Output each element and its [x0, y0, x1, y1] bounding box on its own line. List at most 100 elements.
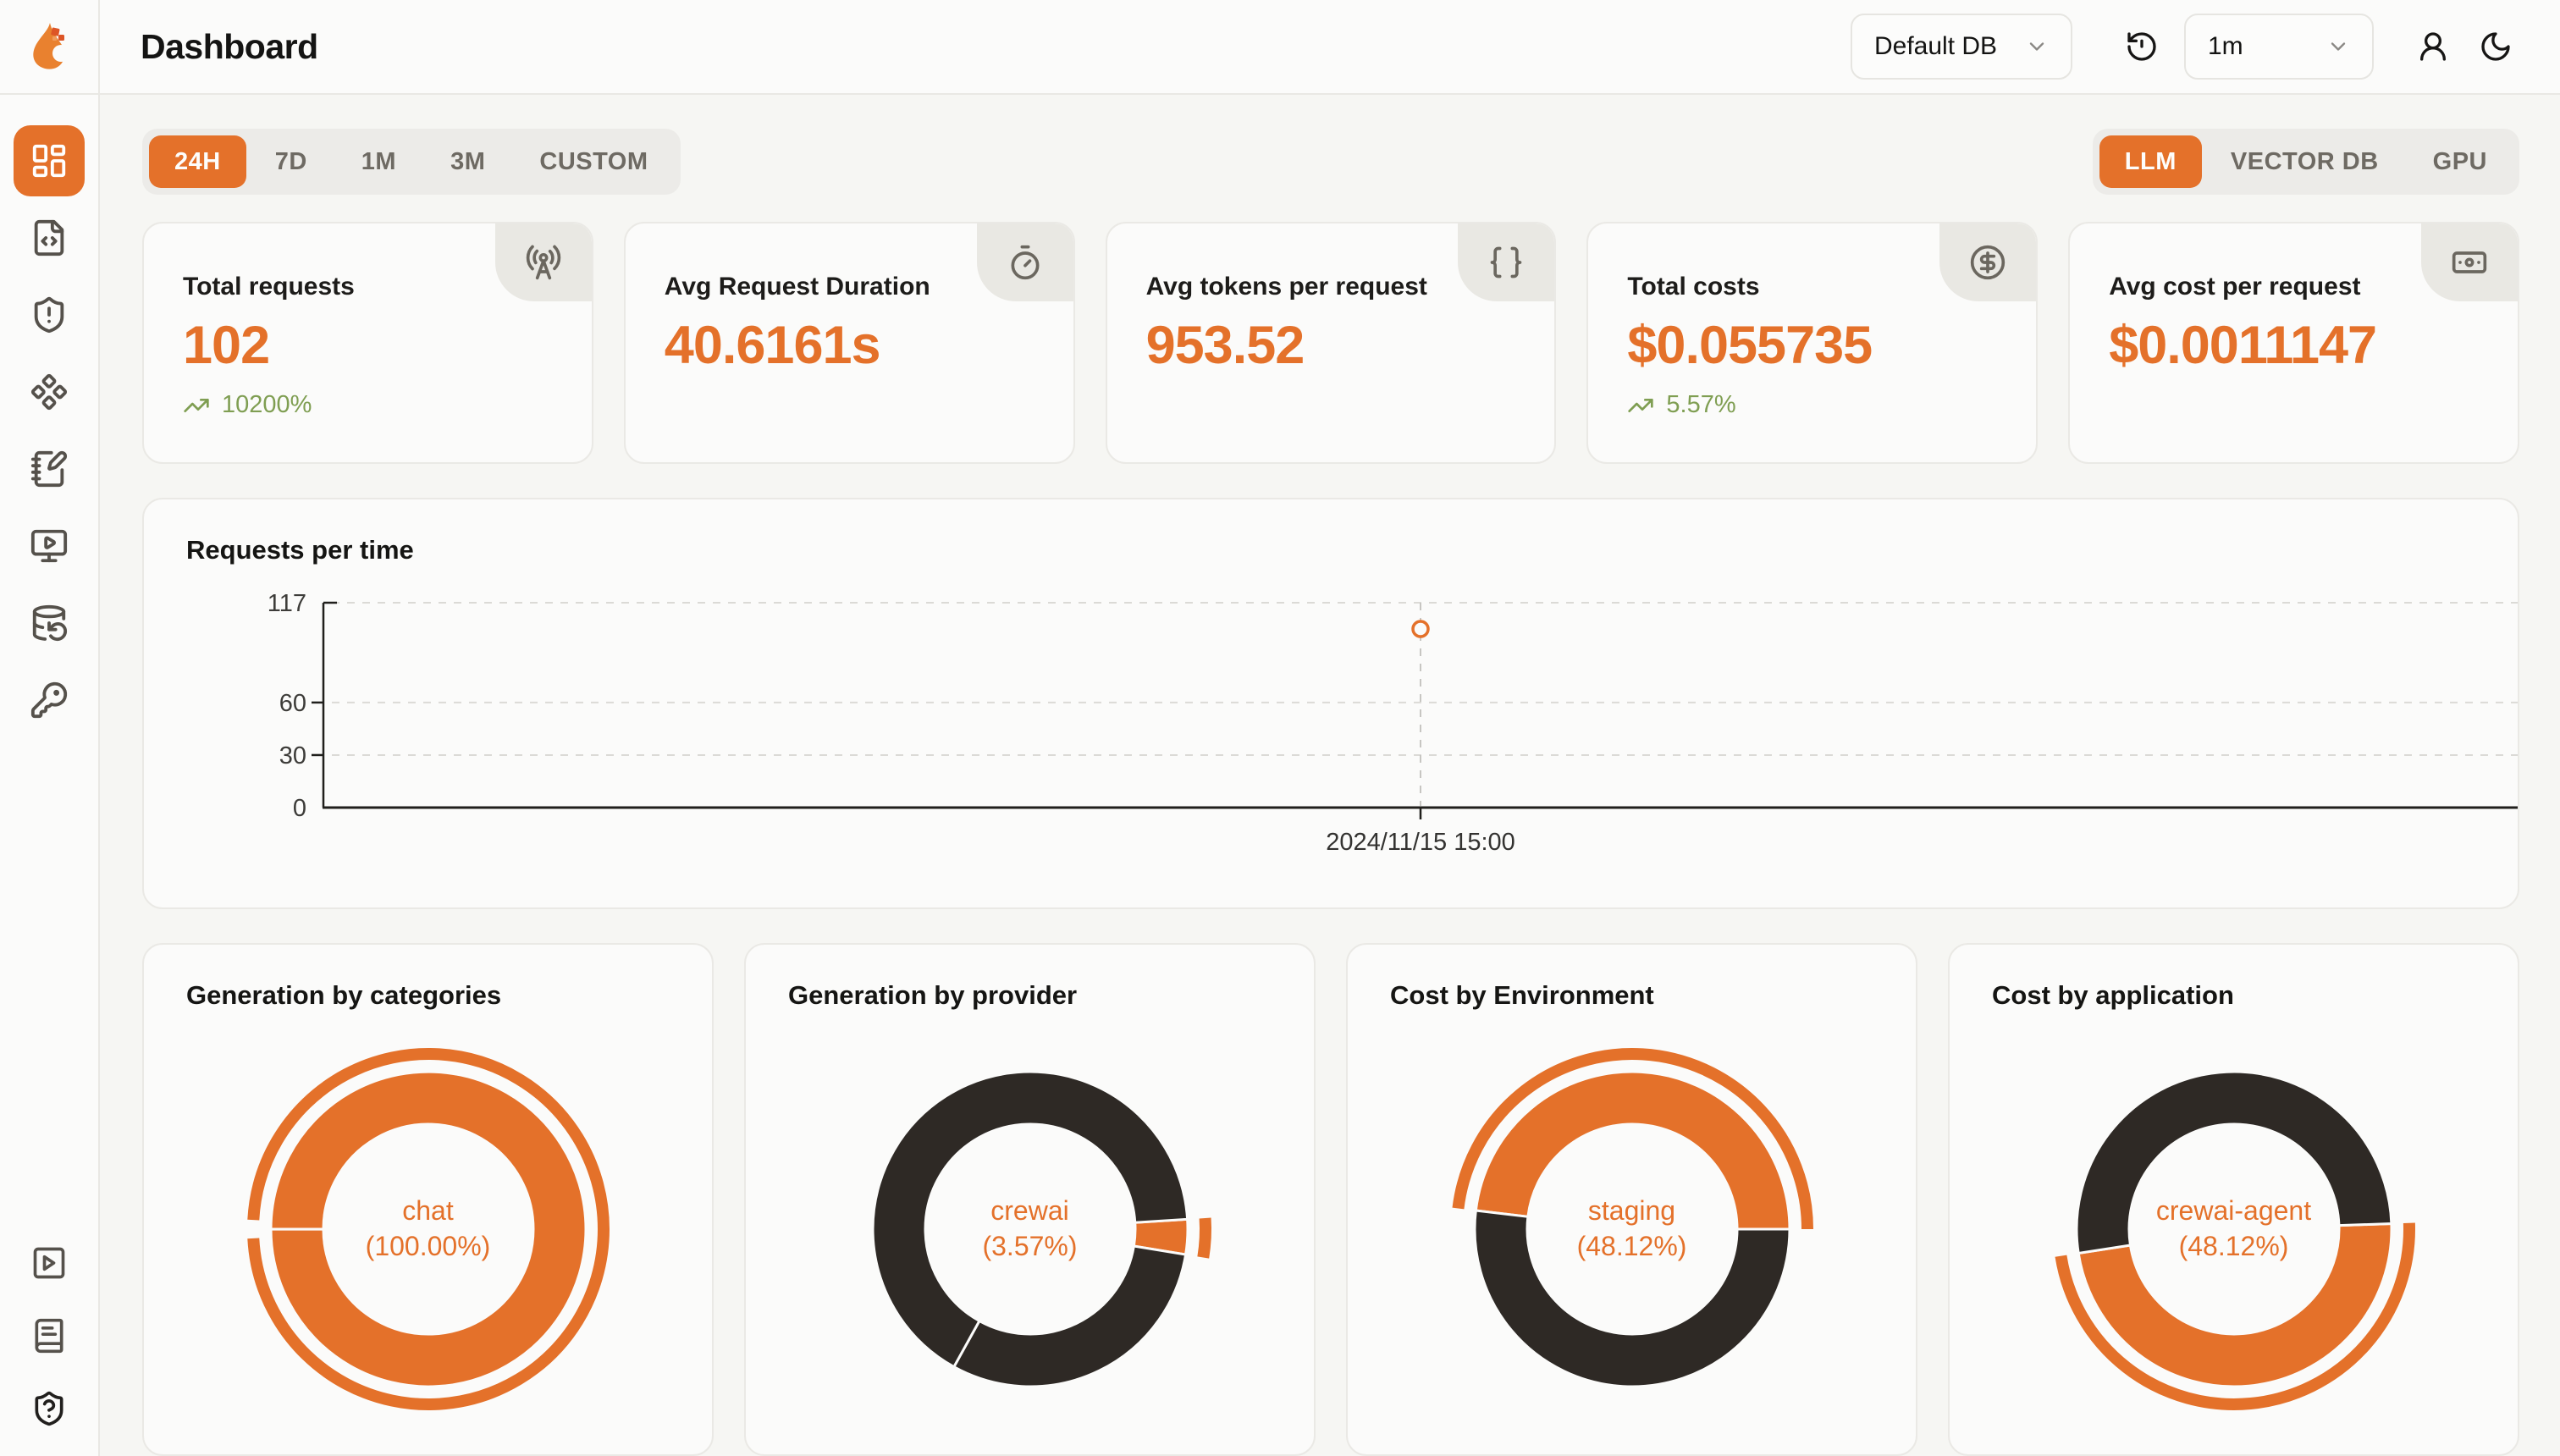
- shield-question-icon: [35, 1391, 63, 1426]
- user-icon: [2420, 32, 2446, 61]
- stat-icon-badge: [1458, 223, 1555, 301]
- circle-dollar-icon: [1971, 245, 2006, 280]
- donut-segment-chat[interactable]: [268, 1070, 587, 1388]
- donut-chart-wrap: chat (100.00%): [242, 1043, 615, 1415]
- radio-tower-icon: [526, 245, 560, 280]
- sidebar-item-dashboard[interactable]: [14, 125, 85, 196]
- sidebar: [0, 95, 100, 1456]
- db-select[interactable]: Default DB: [1851, 14, 2072, 80]
- sidebar-item-playground[interactable]: [14, 510, 85, 582]
- time-range-tabs: 24H 7D 1M 3M CUSTOM: [142, 129, 681, 195]
- app-logo[interactable]: [0, 0, 100, 93]
- sidebar-item-datasets[interactable]: [14, 587, 85, 659]
- stat-label: Avg tokens per request: [1145, 273, 1427, 301]
- tab-gpu[interactable]: GPU: [2408, 135, 2513, 188]
- donut-card-environment: Cost by Environment staging (48.12%): [1346, 943, 1917, 1456]
- tab-7d[interactable]: 7D: [250, 135, 333, 188]
- tab-3m[interactable]: 3M: [425, 135, 510, 188]
- shield-alert-icon: [34, 296, 64, 334]
- donut-chart: [2055, 1070, 2415, 1410]
- history-icon: [2127, 32, 2156, 61]
- trending-up-icon: [1628, 398, 1654, 412]
- stat-icon-badge: [976, 223, 1073, 301]
- user-button[interactable]: [2416, 30, 2450, 63]
- donut-card-application: Cost by application crewai-agent (48.12%): [1948, 943, 2519, 1456]
- donut-segment-crewai-agent[interactable]: [2076, 1222, 2392, 1388]
- sidebar-item-api-keys[interactable]: [14, 665, 85, 736]
- tab-vector-db[interactable]: VECTOR DB: [2205, 135, 2404, 188]
- trending-up-icon: [184, 398, 209, 412]
- sidebar-item-shield-alert[interactable]: [14, 279, 85, 350]
- top-bar: Dashboard Default DB 1m: [0, 0, 2560, 95]
- stat-label: Avg cost per request: [2109, 273, 2361, 301]
- tab-llm[interactable]: LLM: [2099, 135, 2202, 188]
- stat-value: $0.0011147: [2109, 316, 2377, 375]
- stat-value: 40.6161s: [664, 316, 881, 375]
- donut-chart: [246, 1048, 610, 1410]
- component-icon: [30, 373, 68, 411]
- database-backup-icon: [32, 604, 68, 642]
- chart-title: Cost by application: [1992, 980, 2234, 1010]
- stat-card-total-requests: Total requests 102 10200%: [142, 222, 593, 464]
- flame-logo-icon: [33, 23, 69, 69]
- theme-toggle-button[interactable]: [2479, 30, 2513, 63]
- donut-card-provider: Generation by provider crewai (3.57%): [744, 943, 1316, 1456]
- tab-24h[interactable]: 24H: [149, 135, 246, 188]
- stat-trend-value: 5.57%: [1666, 391, 1736, 418]
- y-axis-label: 0: [293, 795, 306, 822]
- layout-dashboard-icon: [32, 144, 66, 178]
- y-axis-label: 30: [279, 742, 306, 769]
- sidebar-nav: [14, 125, 85, 742]
- donut-chart: [871, 1070, 1211, 1388]
- tab-custom[interactable]: CUSTOM: [514, 135, 673, 188]
- stat-cards-row: Total requests 102 10200% Avg Request Du…: [142, 222, 2519, 464]
- file-code-icon: [34, 219, 64, 256]
- donut-segment-staging[interactable]: [1474, 1070, 1791, 1231]
- stat-trend-value: 10200%: [222, 391, 312, 418]
- sidebar-item-help[interactable]: [30, 1390, 68, 1427]
- square-play-icon: [33, 1247, 65, 1279]
- chart-title: Generation by provider: [788, 980, 1078, 1010]
- x-axis-label: 2024/11/15 15:00: [1326, 829, 1515, 856]
- donut-segment[interactable]: [1473, 1209, 1791, 1388]
- requests-line-chart: 0 30 60 117 2024/11/15 15:00: [268, 590, 2518, 856]
- data-point-marker[interactable]: [1411, 620, 1430, 638]
- interval-select[interactable]: 1m: [2184, 14, 2374, 80]
- donut-chart-wrap: staging (48.12%): [1446, 1043, 1818, 1415]
- interval-select-value: 1m: [2208, 32, 2243, 60]
- stat-icon-badge: [494, 223, 592, 301]
- sidebar-item-annotations[interactable]: [14, 433, 85, 505]
- donut-chart-wrap: crewai-agent (48.12%): [2048, 1043, 2420, 1415]
- refresh-history-button[interactable]: [2125, 30, 2159, 63]
- timer-icon: [1011, 245, 1040, 280]
- monitor-play-icon: [30, 529, 68, 563]
- sidebar-item-video-tutorial[interactable]: [30, 1244, 68, 1282]
- chart-title: Generation by categories: [186, 980, 502, 1010]
- sidebar-item-components[interactable]: [14, 356, 85, 427]
- stat-label: Total costs: [1627, 273, 1760, 301]
- donut-segment[interactable]: [871, 1070, 1189, 1369]
- moon-icon: [2481, 32, 2510, 61]
- y-axis-label: 117: [268, 590, 306, 617]
- chevron-down-icon: [2326, 35, 2350, 58]
- donut-chart: [1452, 1048, 1813, 1388]
- y-axis-label: 60: [279, 690, 306, 717]
- db-select-value: Default DB: [1874, 32, 1998, 60]
- tabs-row: 24H 7D 1M 3M CUSTOM LLM VECTOR DB GPU: [142, 129, 2519, 195]
- chart-title: Requests per time: [186, 535, 414, 565]
- sidebar-item-docs[interactable]: [30, 1317, 68, 1354]
- donut-highlight-arc: [1452, 1048, 1813, 1230]
- stat-card-avg-tokens: Avg tokens per request 953.52: [1105, 222, 1557, 464]
- stat-value: 953.52: [1145, 316, 1305, 375]
- main-content: 24H 7D 1M 3M CUSTOM LLM VECTOR DB GPU To…: [100, 95, 2560, 1456]
- chart-title: Cost by Environment: [1390, 980, 1654, 1010]
- donut-segment[interactable]: [2075, 1070, 2392, 1255]
- topbar-controls: Default DB 1m: [1851, 14, 2513, 80]
- tab-1m[interactable]: 1M: [336, 135, 422, 188]
- key-icon: [30, 681, 68, 719]
- donut-segment[interactable]: [952, 1244, 1187, 1388]
- stat-value: $0.055735: [1627, 316, 1873, 375]
- stat-icon-badge: [1939, 223, 2037, 301]
- donut-highlight-arc: [1196, 1217, 1211, 1259]
- sidebar-item-file-code[interactable]: [14, 202, 85, 273]
